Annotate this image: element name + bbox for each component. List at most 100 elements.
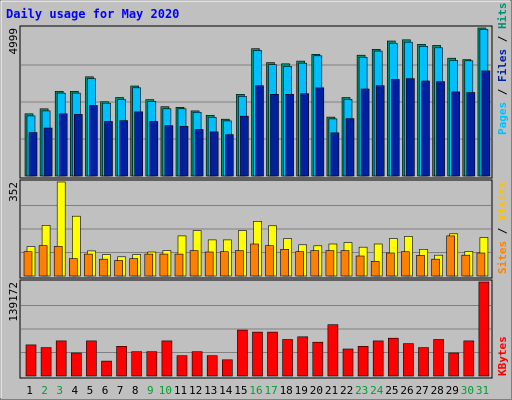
day-label-23: 23: [355, 384, 368, 397]
bar-pages-day-8: [134, 111, 143, 177]
bar-kbytes-day-21: [327, 324, 339, 377]
ymax-label-kbytes: 139172: [7, 282, 20, 322]
right-labels-visits: Sites / Visits: [496, 181, 509, 274]
bar-sites-day-7: [114, 260, 123, 277]
bar-sites-day-22: [340, 250, 350, 277]
bar-sites-day-10: [159, 253, 169, 277]
day-label-21: 21: [325, 384, 338, 397]
bar-pages-day-30: [466, 92, 476, 177]
ymax-label-visits: 352: [7, 182, 20, 202]
day-label-11: 11: [174, 384, 187, 397]
bar-sites-day-15: [235, 250, 244, 277]
bar-sites-day-31: [476, 252, 486, 277]
bar-kbytes-day-19: [297, 336, 309, 377]
bar-pages-day-17: [270, 94, 279, 177]
bar-pages-day-26: [406, 78, 415, 177]
bar-pages-day-27: [421, 80, 430, 177]
bar-pages-day-16: [255, 85, 264, 177]
bar-kbytes-day-18: [282, 339, 293, 377]
day-label-7: 7: [117, 384, 124, 397]
bar-pages-day-6: [104, 121, 113, 177]
bar-sites-day-24: [370, 260, 380, 277]
bar-pages-day-4: [74, 114, 83, 177]
day-label-25: 25: [385, 384, 398, 397]
bar-kbytes-day-7: [116, 345, 127, 377]
legend-kbytes: KBytes: [496, 336, 509, 376]
day-label-26: 26: [400, 384, 413, 397]
bar-pages-day-5: [89, 105, 98, 177]
bar-pages-day-28: [436, 81, 445, 177]
bar-kbytes-day-1: [25, 344, 37, 377]
bar-sites-day-16: [250, 243, 259, 277]
bar-sites-day-11: [174, 253, 184, 277]
bar-sites-day-9: [144, 253, 154, 277]
bar-kbytes-day-27: [418, 347, 429, 377]
day-label-18: 18: [280, 384, 293, 397]
bar-pages-day-14: [225, 134, 234, 177]
bar-kbytes-day-2: [40, 347, 52, 377]
bar-kbytes-day-17: [267, 331, 278, 377]
bar-pages-day-9: [149, 121, 159, 177]
day-label-12: 12: [189, 384, 202, 397]
bar-pages-day-20: [315, 87, 325, 177]
day-label-3: 3: [56, 384, 63, 397]
bar-kbytes-day-11: [176, 355, 188, 377]
legend-sep-3: /: [496, 221, 509, 241]
day-label-29: 29: [446, 384, 459, 397]
day-label-4: 4: [71, 384, 78, 397]
bar-kbytes-day-12: [191, 351, 203, 377]
bar-pages-day-21: [330, 132, 340, 177]
day-label-28: 28: [431, 384, 444, 397]
day-label-31: 31: [476, 384, 489, 397]
legend-files: Files: [496, 49, 509, 82]
bar-kbytes-day-29: [448, 352, 460, 377]
bar-pages-day-19: [300, 93, 310, 177]
day-label-30: 30: [461, 384, 474, 397]
ymax-label-hits: 4999: [7, 28, 20, 55]
bars-kbytes: [25, 281, 490, 377]
day-label-14: 14: [219, 384, 233, 397]
bar-pages-day-29: [451, 91, 461, 177]
day-label-15: 15: [234, 384, 247, 397]
bar-sites-day-28: [431, 258, 440, 277]
day-label-17: 17: [264, 384, 277, 397]
bar-sites-day-27: [416, 255, 425, 277]
legend-pages: Pages: [496, 102, 509, 135]
bar-sites-day-21: [325, 250, 335, 277]
day-label-13: 13: [204, 384, 217, 397]
bar-pages-day-7: [119, 120, 128, 177]
bar-kbytes-day-16: [252, 331, 263, 377]
bar-sites-day-5: [84, 253, 93, 277]
x-axis-day-labels: 1 2 3 4 5 6 7 8 9 10 11 12 13 14 15 16 17 18 19 20 21 22 23 24 2…: [26, 384, 489, 397]
day-label-27: 27: [415, 384, 428, 397]
bar-pages-day-23: [360, 88, 370, 177]
bar-kbytes-day-4: [71, 352, 82, 377]
right-labels-hits: Pages / Files / Hits: [496, 3, 509, 136]
day-label-19: 19: [295, 384, 308, 397]
bar-kbytes-day-6: [101, 360, 112, 377]
bar-pages-day-13: [209, 131, 219, 177]
bar-sites-day-4: [69, 258, 78, 277]
bar-pages-day-22: [345, 118, 355, 177]
legend-visits: Visits: [496, 181, 509, 221]
bar-kbytes-day-26: [403, 343, 414, 377]
bar-kbytes-day-14: [222, 359, 233, 377]
bar-pages-day-10: [164, 125, 174, 177]
bar-sites-day-14: [220, 251, 229, 277]
day-label-8: 8: [132, 384, 139, 397]
bar-sites-day-12: [189, 250, 199, 277]
bar-sites-day-2: [38, 245, 48, 277]
bar-kbytes-day-22: [342, 348, 354, 377]
right-labels-kbytes: KBytes: [496, 336, 509, 376]
bar-kbytes-day-8: [131, 351, 142, 377]
bar-kbytes-day-9: [146, 351, 158, 377]
bar-kbytes-day-10: [161, 340, 173, 377]
bar-kbytes-day-15: [237, 329, 248, 377]
legend-sep-2: /: [496, 29, 509, 49]
day-label-1: 1: [26, 384, 33, 397]
bar-sites-day-26: [401, 251, 410, 277]
bar-pages-day-24: [375, 85, 385, 177]
bar-sites-day-6: [99, 258, 108, 277]
series-legend-visits: Sites / Visits: [496, 181, 509, 274]
